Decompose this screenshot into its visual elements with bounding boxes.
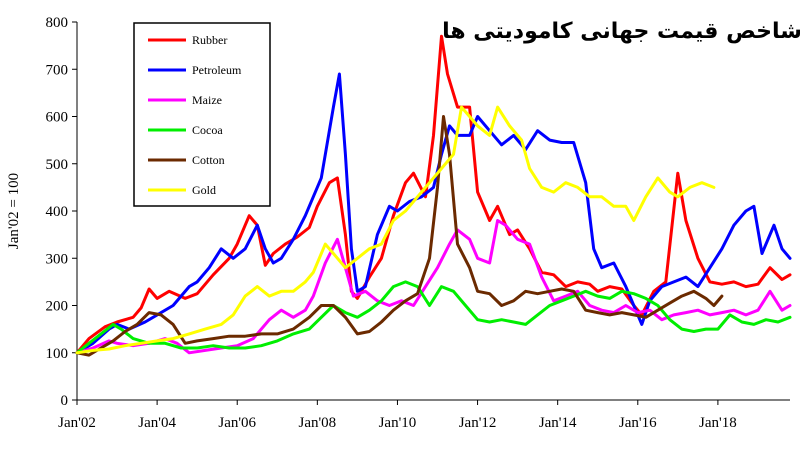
x-tick-label: Jan'12 [459,415,497,431]
y-tick-label: 800 [46,15,69,31]
y-tick-label: 600 [46,110,69,126]
legend-label-gold: Gold [192,183,216,197]
x-tick-label: Jan'04 [138,415,176,431]
legend: Rubber Petroleum Maize Cocoa Cotton Gold [133,22,271,207]
legend-label-cocoa: Cocoa [192,123,223,137]
legend-label-cotton: Cotton [192,153,225,167]
series-line-gold [75,105,716,355]
x-tick-label: Jan'10 [379,415,417,431]
y-tick-label: 0 [61,393,69,409]
legend-label-rubber: Rubber [192,33,227,47]
series-line-cotton [75,115,724,357]
series-line-maize [75,219,792,355]
y-tick-label: 700 [46,62,69,78]
chart-title: شاخص قیمت جهانی کامودیتی ها [442,19,800,44]
legend-label-maize: Maize [192,93,222,107]
x-tick-label: Jan'16 [619,415,657,431]
x-tick-label: Jan'02 [58,415,96,431]
y-tick-label: 500 [46,157,69,173]
y-tick-label: 300 [46,251,69,267]
x-tick-label: Jan'14 [539,415,577,431]
y-axis-label: Jan'02 = 100 [6,173,22,249]
series-line-cocoa [75,280,792,355]
y-tick-label: 400 [46,204,69,220]
x-tick-label: Jan'08 [298,415,336,431]
axes: 0 100 200 300 400 500 600 700 800 Jan'02 Jan'04 Jan… [46,15,790,431]
x-tick-label: Jan'18 [699,415,737,431]
legend-box [133,22,271,207]
series-lines [75,34,792,357]
series-line-rubber [75,34,792,355]
y-tick-label: 200 [46,299,69,315]
y-tick-label: 100 [46,346,69,362]
legend-label-petroleum: Petroleum [192,63,242,77]
x-tick-label: Jan'06 [218,415,256,431]
